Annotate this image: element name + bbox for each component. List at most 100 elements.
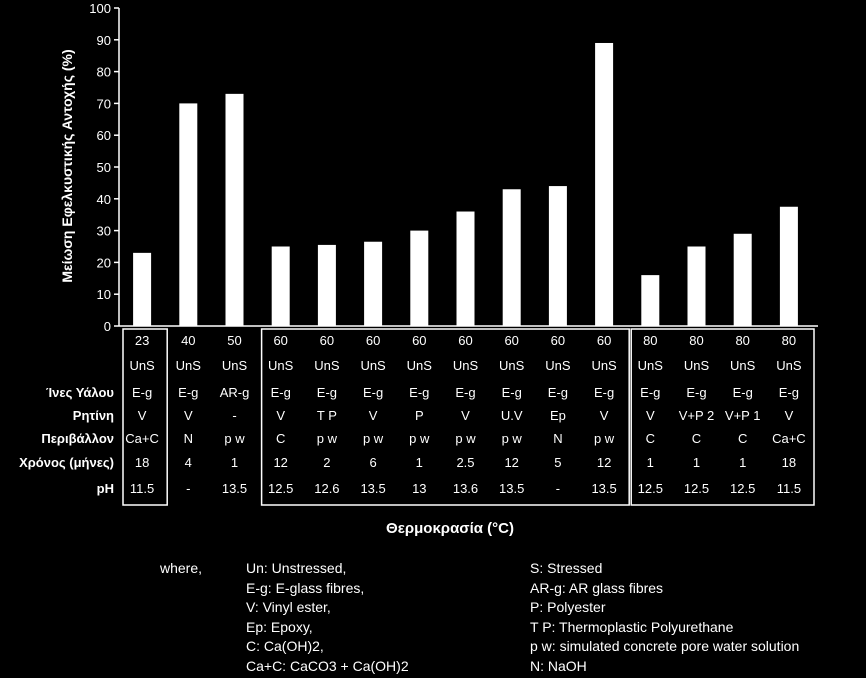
bar — [317, 244, 336, 326]
table-cell: V+P 1 — [725, 408, 761, 423]
table-cell: E-g — [455, 385, 475, 400]
y-tick-label: 70 — [97, 96, 111, 111]
temperature-cell: 80 — [782, 333, 796, 348]
table-cell: 13 — [412, 481, 426, 496]
table-cell: V — [785, 408, 794, 423]
temperature-cell: 80 — [689, 333, 703, 348]
temperature-cell: 40 — [181, 333, 195, 348]
table-cell: 12 — [273, 455, 287, 470]
y-tick-label: 0 — [104, 319, 111, 334]
table-cell: p w — [363, 431, 384, 446]
table-cell: UnS — [545, 358, 571, 373]
group-box — [122, 328, 168, 506]
table-cell: V — [461, 408, 470, 423]
table-cell: E-g — [132, 385, 152, 400]
temperature-cell: 60 — [504, 333, 518, 348]
table-cell: 11.5 — [777, 481, 801, 496]
bar — [179, 103, 198, 327]
table-cell: 13.5 — [499, 481, 524, 496]
temperature-cell: 60 — [320, 333, 334, 348]
table-cell: UnS — [776, 358, 802, 373]
table-cell: E-g — [548, 385, 568, 400]
table-cell: 13.5 — [222, 481, 247, 496]
table-cell: 18 — [135, 455, 149, 470]
table-cell: Ep — [550, 408, 566, 423]
table-cell: U.V — [501, 408, 523, 423]
table-cell: UnS — [591, 358, 617, 373]
table-cell: Ca+C — [125, 431, 159, 446]
table-cell: p w — [502, 431, 523, 446]
table-cell: 4 — [185, 455, 192, 470]
row-label: Ρητίνη — [73, 408, 114, 423]
x-axis-label: Θερμοκρασία (°C) — [386, 520, 514, 537]
table-cell: 1 — [416, 455, 423, 470]
table-cell: E-g — [409, 385, 429, 400]
table-cell: 12.5 — [684, 481, 709, 496]
legend-right-column: S: Stressed AR-g: AR glass fibres P: Polye… — [530, 559, 799, 676]
legend-left-column: Un: Unstressed, E-g: E-glass fibres, V: Vi… — [246, 559, 409, 676]
table-cell: Ca+C — [772, 431, 806, 446]
bar — [456, 211, 475, 326]
legend-item: T P: Thermoplastic Polyurethane — [530, 618, 734, 635]
table-cell: UnS — [176, 358, 202, 373]
table-cell: - — [186, 481, 190, 496]
table-cell: C — [692, 431, 701, 446]
table-cell: V — [646, 408, 655, 423]
table-cell: E-g — [317, 385, 337, 400]
y-tick-label: 90 — [97, 33, 111, 48]
bar — [687, 246, 706, 326]
legend-item: Ep: Epoxy, — [246, 618, 313, 635]
bars — [133, 42, 798, 327]
table-cell: E-g — [594, 385, 614, 400]
table-cell: N — [553, 431, 562, 446]
table-cell: P — [415, 408, 424, 423]
table-cell: p w — [317, 431, 338, 446]
table-cell: 11.5 — [130, 481, 154, 496]
y-tick-label: 10 — [97, 287, 111, 302]
table-cell: E-g — [686, 385, 706, 400]
legend-item: Un: Unstressed, — [246, 560, 347, 576]
temperature-cell: 23 — [135, 333, 149, 348]
table-cell: 1 — [693, 455, 700, 470]
temperature-cell: 50 — [227, 333, 241, 348]
table-cell: p w — [594, 431, 615, 446]
bar — [502, 189, 521, 326]
table-cell: UnS — [360, 358, 386, 373]
temperature-cell: 60 — [597, 333, 611, 348]
bar — [641, 275, 660, 326]
table-cell: E-g — [271, 385, 291, 400]
table-cell: V — [600, 408, 609, 423]
legend-item: AR-g: AR glass fibres — [530, 579, 664, 596]
table-cell: UnS — [129, 358, 155, 373]
temperature-cell: 80 — [643, 333, 657, 348]
table-cell: AR-g — [220, 385, 250, 400]
legend-item: S: Stressed — [530, 560, 603, 576]
bar — [271, 246, 290, 326]
bar — [364, 241, 383, 326]
bar — [779, 206, 798, 326]
table-cell: 13.5 — [360, 481, 385, 496]
bar — [410, 230, 429, 326]
temperature-cell: 60 — [551, 333, 565, 348]
legend-item: N: NaOH — [530, 657, 587, 674]
table-cell: UnS — [407, 358, 433, 373]
table-cell: 18 — [782, 455, 796, 470]
table-cell: C — [646, 431, 655, 446]
table-cell: C — [738, 431, 747, 446]
bar-chart: 0 10 20 30 40 50 60 70 80 90 100 23 40 50 60 60 60 60 60 6… — [19, 1, 818, 537]
table-cell: 12.6 — [314, 481, 339, 496]
y-axis: 0 10 20 30 40 50 60 70 80 90 100 — [89, 1, 818, 334]
table-cell: E-g — [178, 385, 198, 400]
table-cell: - — [556, 481, 560, 496]
table-cell: 12.5 — [268, 481, 293, 496]
row-label: pH — [97, 481, 114, 496]
table-cell: UnS — [730, 358, 756, 373]
table-cell: p w — [224, 431, 245, 446]
legend-item: E-g: E-glass fibres, — [246, 579, 365, 596]
temperature-cell: 60 — [458, 333, 472, 348]
table-cell: 1 — [231, 455, 238, 470]
group-box — [630, 328, 815, 506]
table-cell: V — [138, 408, 147, 423]
table-cell: UnS — [314, 358, 340, 373]
group-box — [260, 328, 630, 506]
